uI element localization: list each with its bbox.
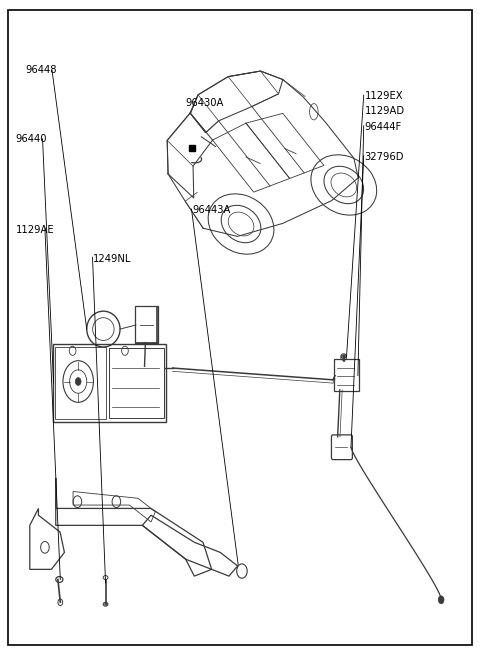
Text: 96444F: 96444F: [365, 122, 402, 132]
Circle shape: [75, 378, 81, 385]
Circle shape: [438, 596, 444, 604]
Ellipse shape: [103, 603, 108, 606]
Text: 1129AD: 1129AD: [365, 106, 405, 117]
Text: 96448: 96448: [25, 66, 57, 75]
Text: 96440: 96440: [15, 134, 47, 143]
Ellipse shape: [341, 354, 347, 358]
Text: 1129EX: 1129EX: [365, 92, 403, 102]
Text: 1249NL: 1249NL: [93, 254, 131, 264]
Text: 96443A: 96443A: [192, 206, 231, 215]
Circle shape: [58, 599, 63, 605]
Text: 96430A: 96430A: [185, 98, 224, 108]
Text: 1129AE: 1129AE: [15, 225, 54, 235]
Text: 32796D: 32796D: [365, 152, 404, 162]
